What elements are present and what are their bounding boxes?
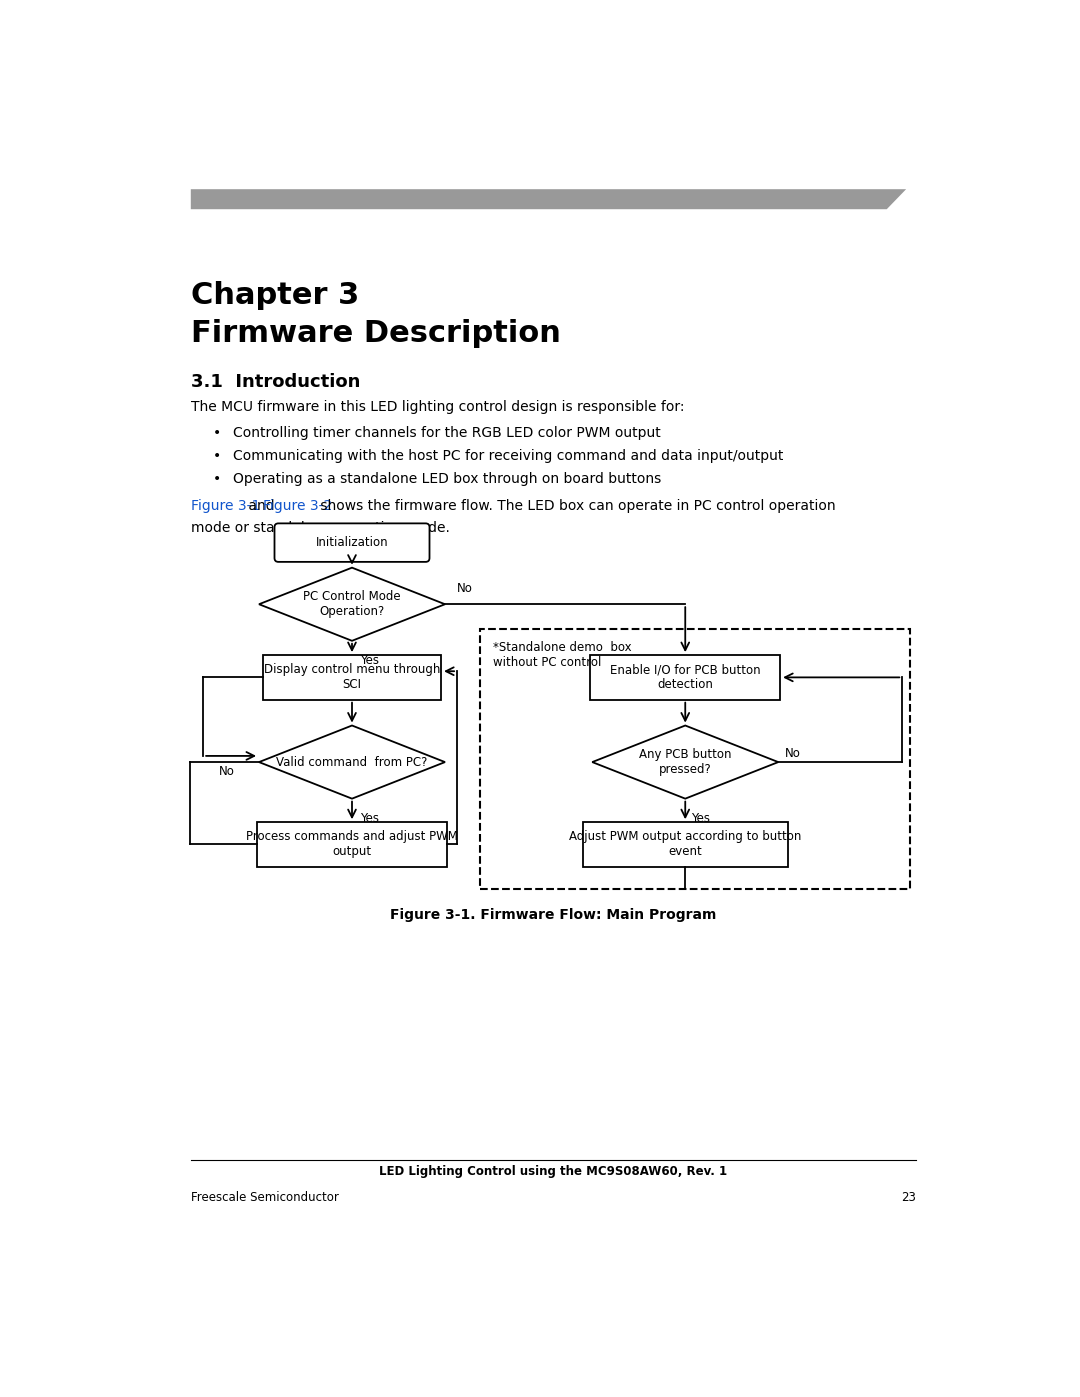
Polygon shape (592, 725, 779, 799)
Text: Figure 3-1: Figure 3-1 (191, 499, 260, 513)
Bar (582, 823, 788, 866)
Text: Controlling timer channels for the RGB LED color PWM output: Controlling timer channels for the RGB L… (233, 426, 661, 440)
Text: Firmware Description: Firmware Description (191, 320, 561, 348)
Text: PC Control Mode
Operation?: PC Control Mode Operation? (303, 590, 401, 619)
Text: 3.1  Introduction: 3.1 Introduction (191, 373, 360, 391)
Text: Yes: Yes (691, 812, 711, 824)
Text: Freescale Semiconductor: Freescale Semiconductor (191, 1192, 339, 1204)
Bar (257, 823, 447, 866)
Text: Yes: Yes (360, 654, 379, 666)
Text: Any PCB button
pressed?: Any PCB button pressed? (639, 747, 731, 777)
Text: The MCU firmware in this LED lighting control design is responsible for:: The MCU firmware in this LED lighting co… (191, 400, 685, 414)
Text: shows the firmware flow. The LED box can operate in PC control operation: shows the firmware flow. The LED box can… (316, 499, 836, 513)
Text: Valid command  from PC?: Valid command from PC? (276, 756, 428, 768)
Text: Process commands and adjust PWM
output: Process commands and adjust PWM output (246, 830, 458, 859)
Text: No: No (218, 766, 234, 778)
Text: *Standalone demo  box
without PC control: *Standalone demo box without PC control (494, 641, 632, 669)
Text: Display control menu through
SCI: Display control menu through SCI (264, 664, 441, 692)
Text: No: No (784, 746, 800, 760)
Text: •: • (213, 472, 220, 486)
Text: Figure 3-1. Firmware Flow: Main Program: Figure 3-1. Firmware Flow: Main Program (390, 908, 717, 922)
Text: Operating as a standalone LED box through on board buttons: Operating as a standalone LED box throug… (233, 472, 662, 486)
Bar (591, 655, 780, 700)
Text: mode or standalone operation mode.: mode or standalone operation mode. (191, 521, 449, 535)
Text: Yes: Yes (360, 812, 379, 824)
FancyBboxPatch shape (274, 524, 430, 562)
Text: LED Lighting Control using the MC9S08AW60, Rev. 1: LED Lighting Control using the MC9S08AW6… (379, 1165, 728, 1178)
Polygon shape (259, 567, 445, 641)
Text: Communicating with the host PC for receiving command and data input/output: Communicating with the host PC for recei… (233, 448, 784, 462)
Text: Adjust PWM output according to button
event: Adjust PWM output according to button ev… (569, 830, 801, 859)
Text: Initialization: Initialization (315, 536, 389, 549)
Polygon shape (259, 725, 445, 799)
Bar (480, 629, 910, 888)
Text: 23: 23 (902, 1192, 916, 1204)
Text: •: • (213, 426, 220, 440)
Text: Figure 3-2: Figure 3-2 (262, 499, 333, 513)
Text: No: No (457, 583, 473, 595)
Text: Chapter 3: Chapter 3 (191, 281, 359, 310)
Text: Enable I/O for PCB button
detection: Enable I/O for PCB button detection (610, 664, 760, 692)
Text: •: • (213, 448, 220, 462)
Text: and: and (244, 499, 280, 513)
Polygon shape (191, 189, 906, 210)
Bar (262, 655, 441, 700)
